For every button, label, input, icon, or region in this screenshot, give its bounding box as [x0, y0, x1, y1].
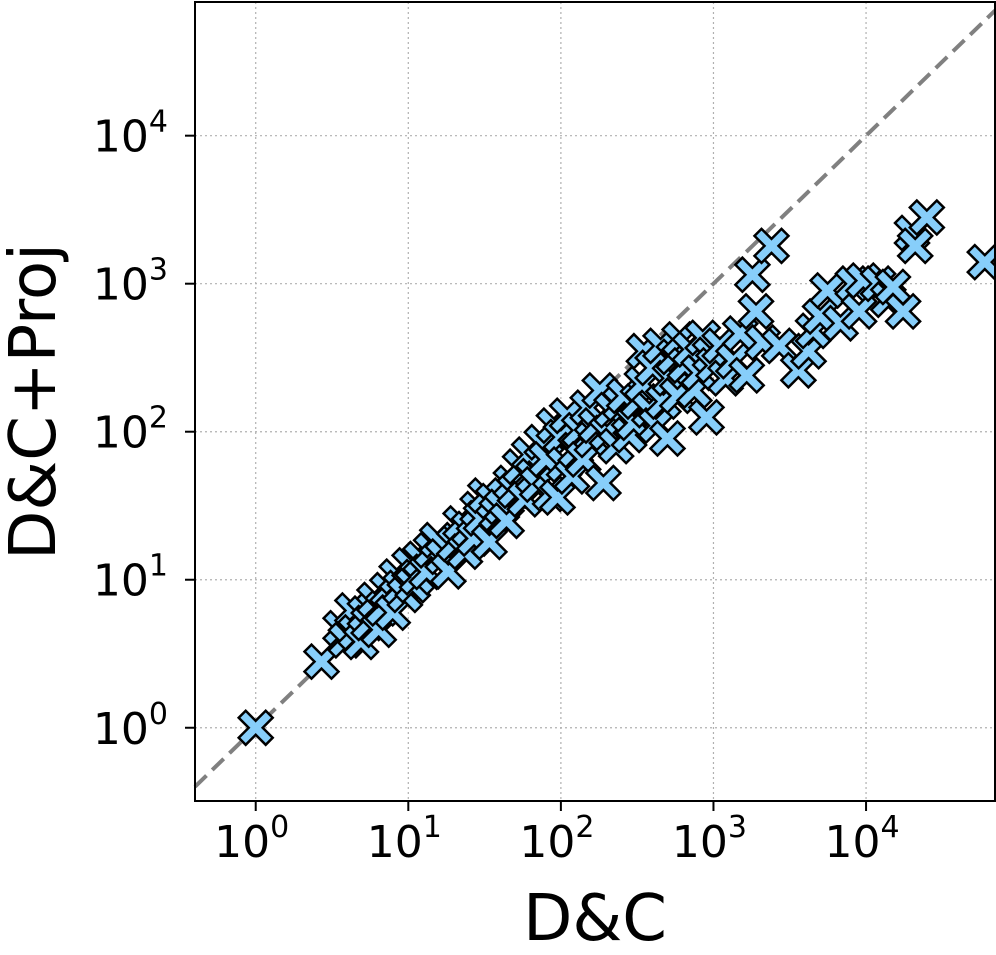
x-axis-ticks: 100 101 102 103 104: [214, 801, 900, 868]
x-tick-label: 101: [367, 810, 442, 868]
scatter-point: [727, 356, 766, 395]
y-tick-label: 100: [93, 697, 168, 755]
y-tick-label: 101: [93, 549, 168, 607]
scatter-point: [733, 255, 772, 294]
scatter-point: [752, 227, 791, 265]
scatter-point: [236, 709, 275, 747]
x-tick-label: 100: [214, 810, 289, 868]
y-tick-label: 102: [93, 401, 168, 459]
x-tick-label: 102: [519, 810, 594, 868]
scatter-point: [840, 292, 878, 331]
y-tick-label: 104: [93, 105, 168, 163]
scatter-point: [884, 292, 922, 331]
scatter-point: [648, 419, 687, 458]
x-tick-label: 104: [825, 810, 900, 868]
scatter-point: [737, 292, 775, 331]
x-tick-label: 103: [672, 810, 747, 868]
scatter-point: [687, 398, 726, 437]
scatter-point: [896, 227, 934, 265]
scatter-point: [966, 243, 996, 281]
scatter-point: [584, 464, 623, 502]
data-points: [236, 198, 996, 747]
plot-frame: [194, 1, 996, 802]
y-tick-label: 103: [93, 253, 168, 311]
x-axis-label: D&C: [523, 882, 667, 955]
y-axis-label: D&C+Proj: [0, 243, 71, 560]
scatter-point: [908, 198, 946, 237]
y-axis-ticks: 100 101 102 103 104: [93, 105, 195, 755]
